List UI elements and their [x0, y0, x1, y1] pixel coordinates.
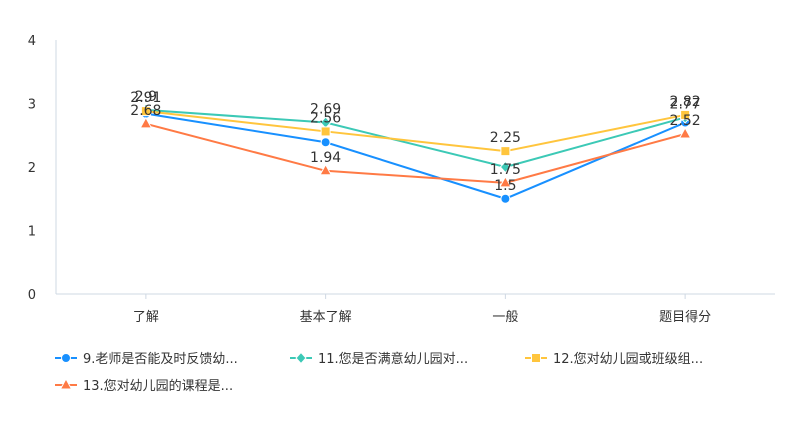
data-point [500, 193, 511, 204]
data-point [680, 109, 691, 120]
x-tick-label: 了解 [133, 310, 159, 325]
data-label: 1.94 [310, 150, 341, 166]
legend-marker [59, 377, 73, 389]
y-tick-label: 0 [28, 288, 36, 303]
data-label: 2.82 [670, 94, 701, 110]
data-label: 2.91 [130, 90, 161, 106]
y-tick-label: 2 [28, 161, 36, 176]
data-point [320, 126, 331, 137]
data-label: 2.68 [130, 103, 161, 119]
data-label: 2.56 [310, 110, 341, 126]
data-labels: 1.5 2.9 2.69 2.77 2.91 2.56 2.25 2.82 2.68 1.94 1.… [130, 89, 700, 194]
series-line [145, 110, 686, 153]
data-label: 2.52 [670, 113, 701, 129]
data-point [140, 106, 151, 117]
series-layer [139, 103, 692, 204]
axes: 0 1 2 3 4 了解 基本了解 一般 题目得分 [28, 34, 775, 325]
data-label: 2.77 [670, 96, 701, 112]
series-line [145, 108, 686, 169]
x-tick-label: 基本了解 [300, 310, 352, 325]
series-line [145, 122, 686, 184]
x-tick-label: 题目得分 [659, 309, 711, 325]
x-tick-label: 一般 [492, 309, 518, 325]
data-point [500, 146, 511, 157]
legend-item[interactable]: 9.老师是否能及时反馈幼... [55, 348, 290, 367]
legend-swatch-icon [525, 352, 547, 363]
legend-marker [531, 352, 541, 363]
y-tick-label: 3 [28, 98, 36, 113]
data-label: 2.25 [490, 130, 521, 146]
series-3 [140, 106, 691, 157]
data-point [139, 116, 153, 129]
legend-marker [295, 351, 307, 364]
data-label: 2.9 [135, 89, 157, 105]
series-4 [139, 116, 692, 188]
series-line [145, 112, 686, 200]
data-label: 2.69 [310, 102, 341, 118]
legend-item[interactable]: 12.您对幼儿园或班级组... [525, 348, 760, 367]
data-label: 1.75 [490, 162, 521, 178]
data-point [320, 137, 331, 148]
series-2 [140, 103, 691, 174]
legend-label: 9.老师是否能及时反馈幼... [83, 352, 238, 367]
data-label: 1.5 [494, 178, 516, 194]
legend: 9.老师是否能及时反馈幼... 11.您是否满意幼儿园对... 12.您对幼儿园或班… [55, 348, 775, 394]
legend-label: 11.您是否满意幼儿园对... [318, 352, 469, 367]
legend-swatch-icon [55, 377, 77, 389]
legend-swatch-icon [290, 351, 312, 364]
legend-item[interactable]: 11.您是否满意幼儿园对... [290, 348, 525, 367]
legend-label: 12.您对幼儿园或班级组... [553, 352, 704, 367]
data-point [499, 175, 512, 188]
data-point [678, 126, 692, 139]
legend-item[interactable]: 13.您对幼儿园的课程是... [55, 375, 290, 394]
legend-label: 13.您对幼儿园的课程是... [83, 379, 234, 394]
y-tick-label: 1 [28, 225, 36, 240]
data-point [319, 163, 332, 176]
legend-swatch-icon [55, 352, 77, 363]
data-point [499, 160, 512, 174]
series-1 [140, 108, 691, 204]
legend-marker [61, 352, 71, 363]
y-tick-label: 4 [28, 34, 36, 49]
